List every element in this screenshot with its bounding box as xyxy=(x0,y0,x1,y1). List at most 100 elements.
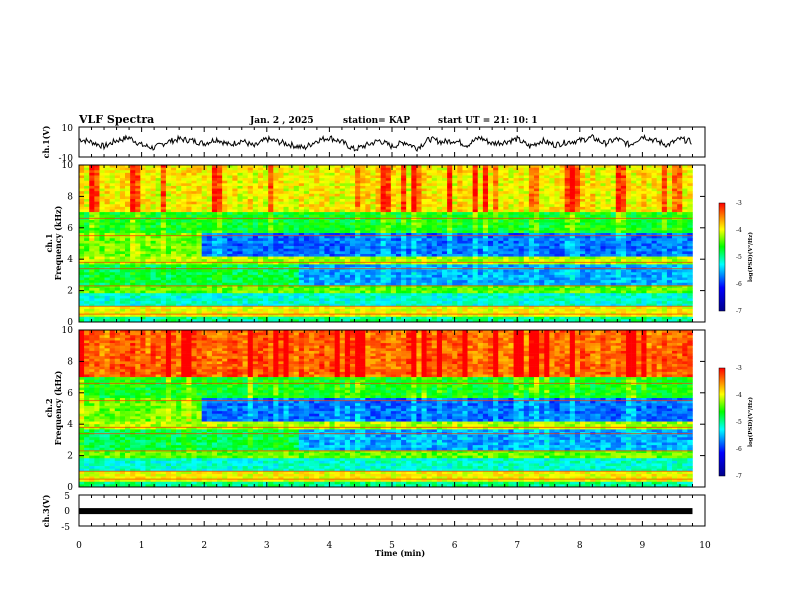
spectrogram-cell xyxy=(130,180,136,184)
spectrogram-cell xyxy=(646,183,652,187)
spectrogram-cell xyxy=(646,178,652,181)
spectrogram-cell xyxy=(646,193,652,197)
spectrogram-cell xyxy=(672,206,678,210)
spectrogram-cell xyxy=(119,204,126,208)
spectrogram-cell xyxy=(493,170,499,174)
spectrogram-cell xyxy=(646,253,652,257)
spectrogram-cell xyxy=(298,196,305,200)
spectrogram-cell xyxy=(309,233,315,236)
spectrogram-cell xyxy=(339,246,346,250)
spectrogram-cell xyxy=(605,196,611,200)
spectrogram-cell xyxy=(528,191,535,195)
spectrogram-cell xyxy=(114,251,121,255)
spectrogram-cell xyxy=(390,261,397,265)
spectrogram-cell xyxy=(385,188,392,192)
spectrogram-cell xyxy=(329,227,335,231)
spectrogram-cell xyxy=(181,209,187,213)
spectrogram-cell xyxy=(232,246,238,250)
spectrogram-cell xyxy=(165,256,172,260)
spectrogram-cell xyxy=(94,180,100,184)
spectrogram-cell xyxy=(283,248,289,252)
spectrogram-cell xyxy=(636,233,642,236)
spectrogram-cell xyxy=(232,253,238,257)
spectrogram-cell xyxy=(349,243,356,247)
spectrogram-cell xyxy=(472,167,479,171)
spectrogram-cell xyxy=(94,201,100,205)
spectrogram-cell xyxy=(227,172,233,176)
spectrogram-cell xyxy=(636,222,642,226)
spectrogram-cell xyxy=(401,272,407,276)
spectrogram-cell xyxy=(626,191,632,195)
spectrogram-cell xyxy=(426,233,433,236)
spectrogram-cell xyxy=(457,261,463,265)
spectrogram-cell xyxy=(79,233,85,236)
spectrogram-cell xyxy=(355,191,361,195)
spectrogram-cell xyxy=(84,251,90,255)
spectrogram-cell xyxy=(176,204,182,208)
spectrogram-cell xyxy=(477,175,484,179)
spectrogram-cell xyxy=(309,191,315,195)
spectrogram-cell xyxy=(217,172,223,176)
spectrogram-cell xyxy=(646,243,652,247)
spectrogram-cell xyxy=(534,230,540,234)
spectrogram-cell xyxy=(278,183,284,187)
spectrogram-cell xyxy=(176,248,182,252)
spectrogram-cell xyxy=(349,227,356,231)
spectrogram-cell xyxy=(176,240,182,244)
spectrogram-cell xyxy=(646,170,652,174)
spectrogram-cell xyxy=(482,269,489,273)
spectrogram-cell xyxy=(309,264,315,268)
spectrogram-cell xyxy=(119,225,126,229)
spectrogram-cell xyxy=(661,261,668,265)
spectrogram-cell xyxy=(523,251,530,255)
spectrogram-cell xyxy=(232,261,238,265)
spectrogram-cell xyxy=(482,172,489,176)
spectrogram-cell xyxy=(339,209,346,213)
spectrogram-cell xyxy=(176,235,182,239)
spectrogram-cell xyxy=(140,269,146,273)
spectrogram-cell xyxy=(615,253,622,257)
spectrogram-cell xyxy=(631,230,637,234)
spectrogram-cell xyxy=(395,225,402,229)
spectrogram-cell xyxy=(661,180,668,184)
spectrogram-cell xyxy=(462,214,468,218)
spectrogram-cell xyxy=(125,185,131,189)
spectrogram-cell xyxy=(150,238,156,242)
spectrogram-cell xyxy=(232,178,238,181)
spectrogram-cell xyxy=(125,209,131,213)
spectrogram-cell xyxy=(155,269,162,273)
spectrogram-cell xyxy=(477,178,484,181)
spectrogram-cell xyxy=(646,185,652,189)
spectrogram-cell xyxy=(186,235,192,239)
spectrogram-cell xyxy=(99,199,105,202)
spectrogram-cell xyxy=(390,238,397,242)
spectrogram-cell xyxy=(626,240,632,244)
spectrogram-cell xyxy=(288,204,295,208)
spectrogram-cell xyxy=(227,185,233,189)
spectrogram-cell xyxy=(247,272,254,276)
spectrogram-cell xyxy=(125,222,131,226)
spectrogram-cell xyxy=(247,212,254,216)
spectrogram-cell xyxy=(661,209,668,213)
spectrogram-cell xyxy=(610,251,617,255)
spectrogram-cell xyxy=(293,178,300,181)
spectrogram-cell xyxy=(544,165,550,168)
spectrogram-cell xyxy=(130,235,136,239)
spectrogram-cell xyxy=(370,191,376,195)
spectrogram-cell xyxy=(559,212,565,216)
spectrogram-cell xyxy=(99,235,105,239)
spectrogram-cell xyxy=(257,240,264,244)
spectrogram-cell xyxy=(171,243,177,247)
spectrogram-cell xyxy=(171,165,177,168)
spectrogram-cell xyxy=(242,214,248,218)
spectrogram-cell xyxy=(590,235,596,239)
spectrogram-cell xyxy=(186,188,192,192)
spectrogram-cell xyxy=(263,272,269,276)
spectrogram-cell xyxy=(268,175,274,179)
spectrogram-cell xyxy=(375,256,381,260)
spectrogram-cell xyxy=(186,206,192,210)
spectrogram-cell xyxy=(395,212,402,216)
spectrogram-cell xyxy=(585,172,591,176)
spectrogram-cell xyxy=(620,251,627,255)
spectrogram-cell xyxy=(252,204,259,208)
